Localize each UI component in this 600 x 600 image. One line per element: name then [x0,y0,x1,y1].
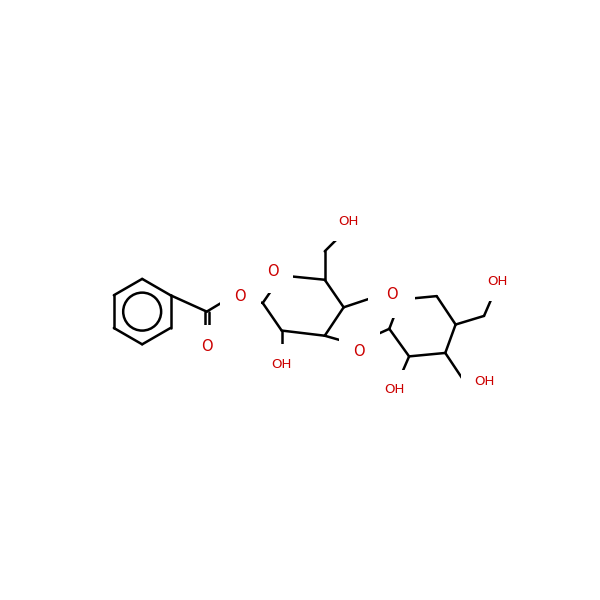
Text: O: O [235,289,246,304]
Text: O: O [201,340,212,355]
Text: OH: OH [271,358,292,371]
Text: OH: OH [338,215,358,227]
Text: O: O [386,287,398,302]
Text: OH: OH [475,375,495,388]
Text: OH: OH [382,292,402,305]
Text: OH: OH [384,383,404,397]
Text: OH: OH [487,275,507,288]
Text: O: O [353,344,365,359]
Text: O: O [267,263,279,278]
